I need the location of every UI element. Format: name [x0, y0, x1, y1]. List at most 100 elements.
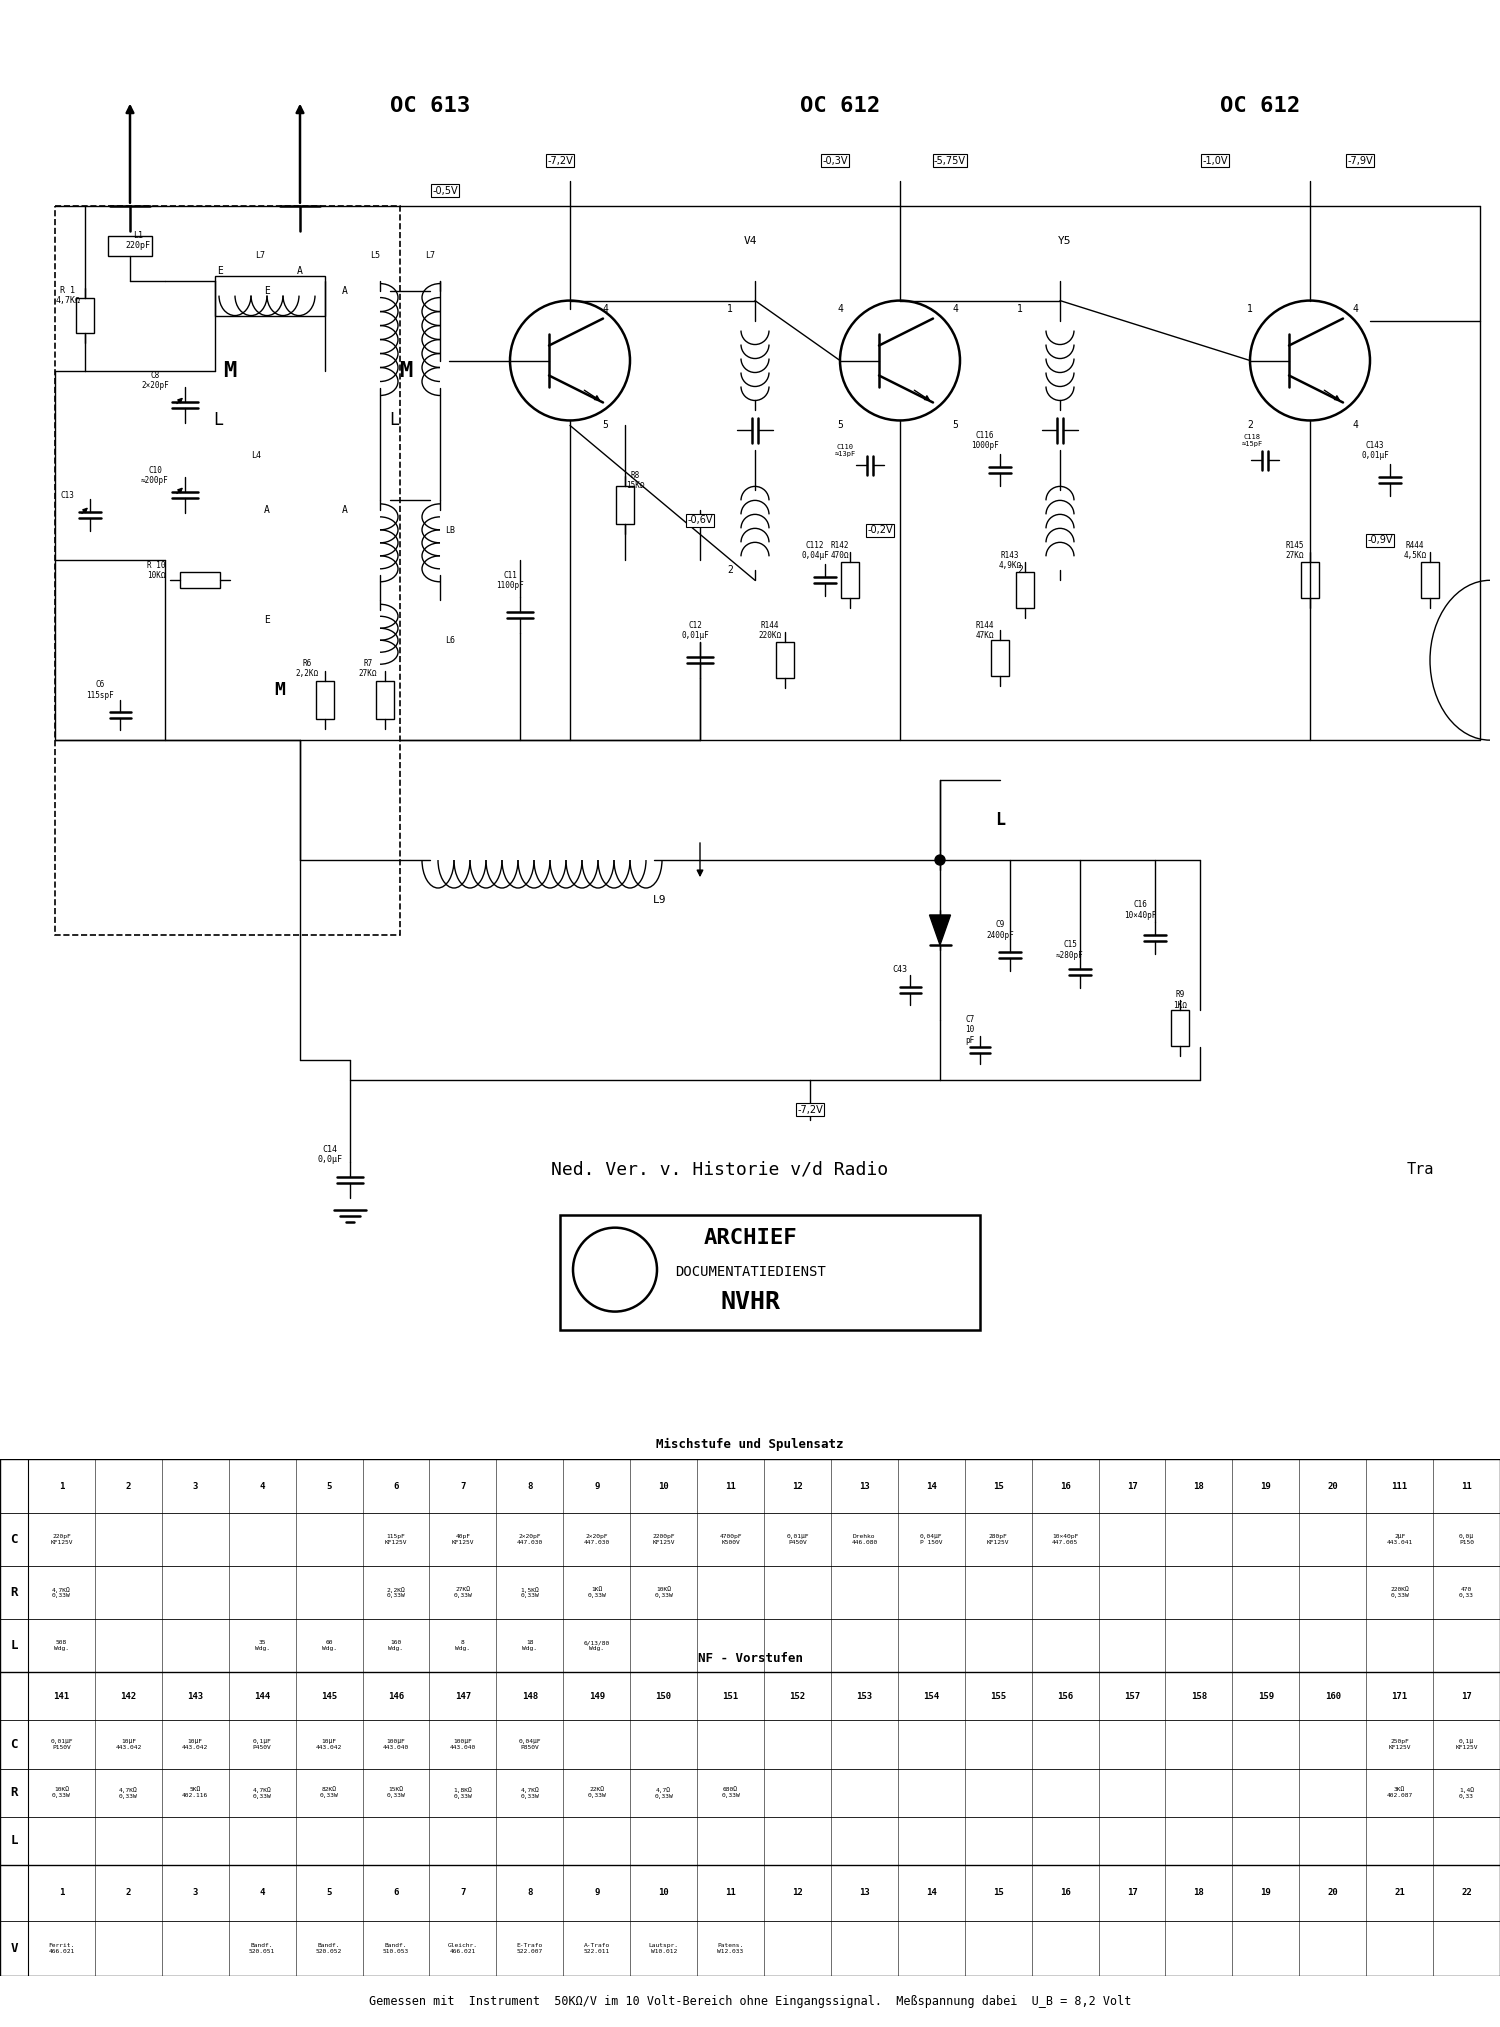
Text: R143
4,9KΩ: R143 4,9KΩ [999, 551, 1022, 570]
Text: 1,4Ω
0,33: 1,4Ω 0,33 [1460, 1786, 1474, 1798]
Text: E: E [264, 616, 270, 624]
Bar [1172, 1009, 1190, 1046]
Text: E-Trafo
522.007: E-Trafo 522.007 [516, 1944, 543, 1954]
Text: 158: 158 [1191, 1693, 1208, 1701]
Text: R142
470Ω: R142 470Ω [831, 541, 849, 559]
Text: 22KΩ
0,33W: 22KΩ 0,33W [588, 1788, 606, 1798]
Text: 17: 17 [1126, 1889, 1137, 1897]
Text: -7,9V: -7,9V [1347, 156, 1372, 166]
Text: M: M [224, 361, 237, 381]
Text: 19: 19 [1260, 1889, 1270, 1897]
Text: 1: 1 [58, 1482, 64, 1490]
Text: 1,5KΩ
0,33W: 1,5KΩ 0,33W [520, 1587, 538, 1599]
Text: 10KΩ
0,33W: 10KΩ 0,33W [654, 1587, 674, 1597]
Bar [1016, 572, 1034, 608]
Text: 15KΩ
0,33W: 15KΩ 0,33W [387, 1788, 405, 1798]
Text: 10×40pF
447.005: 10×40pF 447.005 [1052, 1534, 1078, 1545]
Text: C8
2×20pF: C8 2×20pF [141, 371, 170, 389]
Text: L5: L5 [370, 251, 380, 259]
Text: 11: 11 [1461, 1482, 1472, 1490]
Bar [1420, 561, 1438, 598]
Text: 1,8KΩ
0,33W: 1,8KΩ 0,33W [453, 1786, 472, 1798]
Text: Patens.
W12.033: Patens. W12.033 [717, 1944, 744, 1954]
Text: 4: 4 [260, 1482, 266, 1490]
Text: -0,5V: -0,5V [432, 186, 457, 197]
Text: 1: 1 [1017, 304, 1023, 314]
Text: 9: 9 [594, 1482, 600, 1490]
Text: Y5: Y5 [1059, 235, 1071, 245]
Text: Tra: Tra [1407, 1161, 1434, 1178]
Text: C110
≈13pF: C110 ≈13pF [834, 444, 855, 456]
Text: 10KΩ
0,33W: 10KΩ 0,33W [53, 1788, 70, 1798]
Text: 10: 10 [658, 1889, 669, 1897]
Text: L4: L4 [251, 450, 261, 460]
Text: 10μF
443.042: 10μF 443.042 [182, 1739, 209, 1749]
Text: -7,2V: -7,2V [796, 1105, 824, 1115]
Text: 5: 5 [602, 420, 608, 430]
Polygon shape [930, 914, 951, 945]
Text: C143
0,01μF: C143 0,01μF [1360, 440, 1389, 460]
Text: OC 613: OC 613 [390, 95, 470, 116]
Text: 152: 152 [789, 1693, 806, 1701]
Text: 8: 8 [526, 1889, 532, 1897]
Text: -0,2V: -0,2V [867, 525, 892, 535]
Text: 5: 5 [837, 420, 843, 430]
Text: 2: 2 [1246, 420, 1252, 430]
Text: 4,7KΩ
0,33W: 4,7KΩ 0,33W [254, 1786, 272, 1798]
Text: 2: 2 [126, 1889, 130, 1897]
Text: Mischstufe und Spulensatz: Mischstufe und Spulensatz [657, 1437, 843, 1451]
Bar [992, 641, 1010, 677]
Text: OC 612: OC 612 [1220, 95, 1300, 116]
Text: R8
15KΩ: R8 15KΩ [626, 470, 645, 491]
Text: NF - Vorstufen: NF - Vorstufen [698, 1652, 802, 1664]
Text: A-Trafo
522.011: A-Trafo 522.011 [584, 1944, 610, 1954]
Text: A: A [342, 505, 348, 515]
Text: 2×20pF
447.030: 2×20pF 447.030 [516, 1534, 543, 1545]
Text: 11: 11 [724, 1889, 736, 1897]
Text: 82KΩ
0,33W: 82KΩ 0,33W [320, 1788, 339, 1798]
Text: C: C [10, 1737, 18, 1751]
Bar [108, 235, 152, 255]
Text: C15
≈280pF: C15 ≈280pF [1056, 941, 1084, 959]
Circle shape [934, 855, 945, 866]
Text: 1: 1 [728, 304, 734, 314]
Text: 151: 151 [723, 1693, 738, 1701]
Text: Gleichr.
466.021: Gleichr. 466.021 [448, 1944, 478, 1954]
Text: 6/13/80
Wdg.: 6/13/80 Wdg. [584, 1640, 610, 1652]
Text: R6
2,2KΩ: R6 2,2KΩ [296, 659, 318, 677]
Text: -0,9V: -0,9V [1368, 535, 1392, 545]
Text: A: A [342, 286, 348, 296]
Text: C13: C13 [60, 491, 74, 501]
Text: -5,75V: -5,75V [934, 156, 966, 166]
Text: 508
Wdg.: 508 Wdg. [54, 1640, 69, 1652]
Text: 115pF
KF125V: 115pF KF125V [384, 1534, 406, 1545]
Circle shape [573, 1228, 657, 1311]
Text: 149: 149 [588, 1693, 604, 1701]
Text: 144: 144 [254, 1693, 270, 1701]
Text: Bandf.
520.051: Bandf. 520.051 [249, 1944, 276, 1954]
Text: 159: 159 [1258, 1693, 1274, 1701]
Text: 21: 21 [1395, 1889, 1406, 1897]
Text: 4: 4 [952, 304, 958, 314]
Text: 19: 19 [1260, 1482, 1270, 1490]
Text: 13: 13 [859, 1889, 870, 1897]
Text: 2: 2 [728, 566, 734, 576]
Circle shape [840, 300, 960, 420]
Text: 0,01μF
P150V: 0,01μF P150V [50, 1739, 72, 1749]
Text: 0,1μ
KF125V: 0,1μ KF125V [1455, 1739, 1478, 1749]
Text: 4: 4 [1352, 304, 1358, 314]
Text: C10
≈200pF: C10 ≈200pF [141, 466, 170, 484]
Text: R145
27KΩ: R145 27KΩ [1286, 541, 1304, 559]
Text: 157: 157 [1124, 1693, 1140, 1701]
Text: 40pF
KF125V: 40pF KF125V [452, 1534, 474, 1545]
Text: 13: 13 [859, 1482, 870, 1490]
Bar [316, 681, 334, 720]
Text: 220KΩ
0,33W: 220KΩ 0,33W [1390, 1587, 1408, 1597]
Text: 0,04μF
P850V: 0,04μF P850V [519, 1739, 542, 1749]
Text: 150: 150 [656, 1693, 672, 1701]
Text: 17: 17 [1126, 1482, 1137, 1490]
Text: 1: 1 [1246, 304, 1252, 314]
Text: 2200pF
KF125V: 2200pF KF125V [652, 1534, 675, 1545]
Text: 146: 146 [388, 1693, 404, 1701]
Text: C112
0,04μF: C112 0,04μF [801, 541, 830, 559]
